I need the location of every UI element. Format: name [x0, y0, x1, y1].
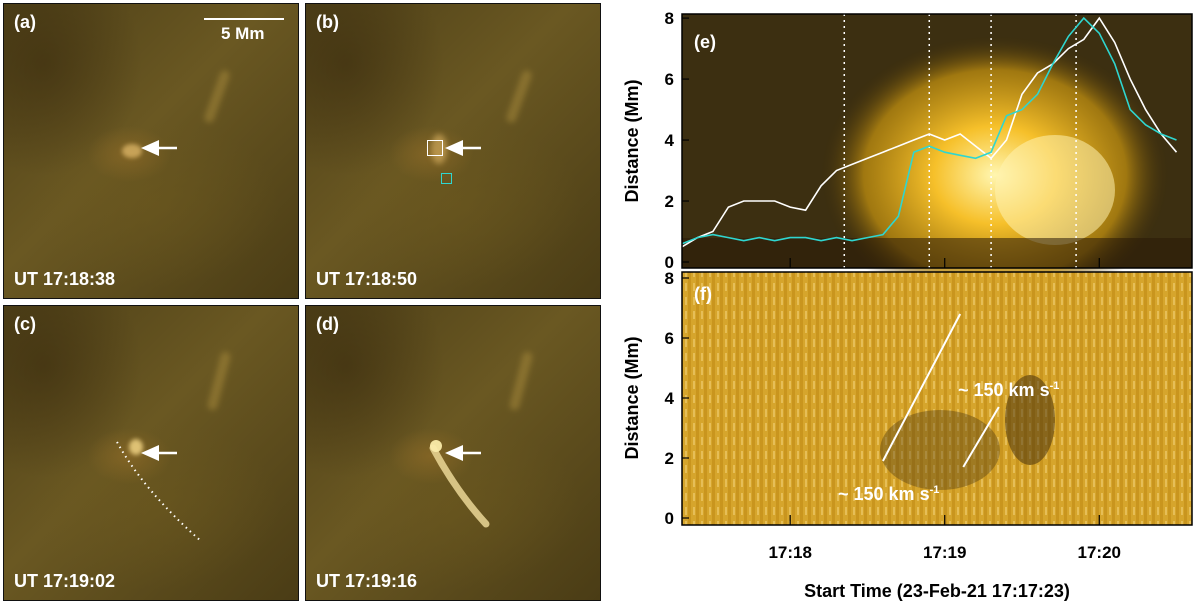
panel-time: UT 17:19:02 [14, 571, 116, 591]
chart-e: 0 2 4 6 8 [665, 9, 1178, 272]
panel-b: (b) UT 17:18:50 [305, 3, 601, 299]
dotted-jet-path [116, 441, 203, 543]
series-line-1 [681, 16, 1177, 245]
frame-e [681, 13, 1193, 269]
panel-label: (a) [14, 12, 36, 32]
scale-label: 5 Mm [221, 24, 265, 43]
panel-time: UT 17:19:16 [316, 571, 418, 591]
frame-f [681, 271, 1193, 526]
ylabel-f: Distance (Mm) [622, 336, 642, 459]
panel-time: UT 17:18:50 [316, 269, 418, 289]
fit-line-0 [882, 313, 962, 462]
ytick-label-e: 6 [665, 70, 674, 89]
ylabel-e: Distance (Mm) [622, 79, 642, 202]
intensity-core [995, 135, 1115, 245]
panel-f-background [682, 272, 1192, 525]
ytick-label-f: 0 [665, 509, 674, 528]
panel-label-f: (f) [694, 284, 712, 304]
ytick-label-f: 2 [665, 449, 674, 468]
arrow-left-icon [445, 140, 481, 156]
ytick-label-f: 4 [665, 389, 675, 408]
scale-bar [204, 18, 284, 20]
arrow-left-icon [445, 445, 481, 461]
brightening [129, 439, 143, 455]
brightening [431, 134, 447, 164]
panel-label-e: (e) [694, 32, 716, 52]
ytick-label-e: 0 [665, 253, 674, 272]
xtick-label: 17:20 [1078, 543, 1121, 562]
dark-feature [880, 410, 1000, 490]
ytick-label-e: 8 [665, 9, 674, 28]
velocity-annotation: ~ 150 km s-1 [838, 484, 939, 504]
brightening [122, 144, 142, 158]
fit-line-1 [962, 406, 1000, 468]
panel-c: (c) UT 17:19:02 [3, 305, 299, 601]
panel-label: (c) [14, 314, 36, 334]
arrow-left-icon [141, 140, 177, 156]
ytick-label-f: 6 [665, 329, 674, 348]
panel-d: (d) UT 17:19:16 [305, 305, 601, 601]
jet-feature [429, 440, 490, 528]
xtick-label: 17:18 [768, 543, 811, 562]
series-line-0 [681, 16, 1178, 248]
panel-label: (d) [316, 314, 339, 334]
time-distance-plots: 0 2 4 6 8 0 2 4 6 8 17:18 17:19 17:20 (e) (f) Dista… [622, 9, 1193, 601]
panel-time: UT 17:18:38 [14, 269, 116, 289]
dark-feature [1005, 375, 1055, 465]
arrow-left-icon [141, 445, 177, 461]
cyan-box-marker [441, 173, 452, 184]
chart-f: 0 2 4 6 8 17:18 17:19 17:20 [665, 269, 1121, 562]
panel-label: (b) [316, 12, 339, 32]
ytick-label-f: 8 [665, 269, 674, 288]
xtick-label: 17:19 [923, 543, 966, 562]
loop-feature [202, 68, 232, 125]
white-box-marker [427, 140, 443, 156]
dark-band [682, 238, 1192, 268]
ytick-label-e: 4 [665, 131, 675, 150]
velocity-annotation: ~ 150 km s-1 [958, 380, 1059, 400]
panel-a: (a) 5 Mm UT 17:18:38 [3, 3, 299, 299]
ytick-label-e: 2 [665, 192, 674, 211]
xlabel: Start Time (23-Feb-21 17:17:23) [804, 581, 1070, 601]
loop-feature [504, 68, 534, 125]
